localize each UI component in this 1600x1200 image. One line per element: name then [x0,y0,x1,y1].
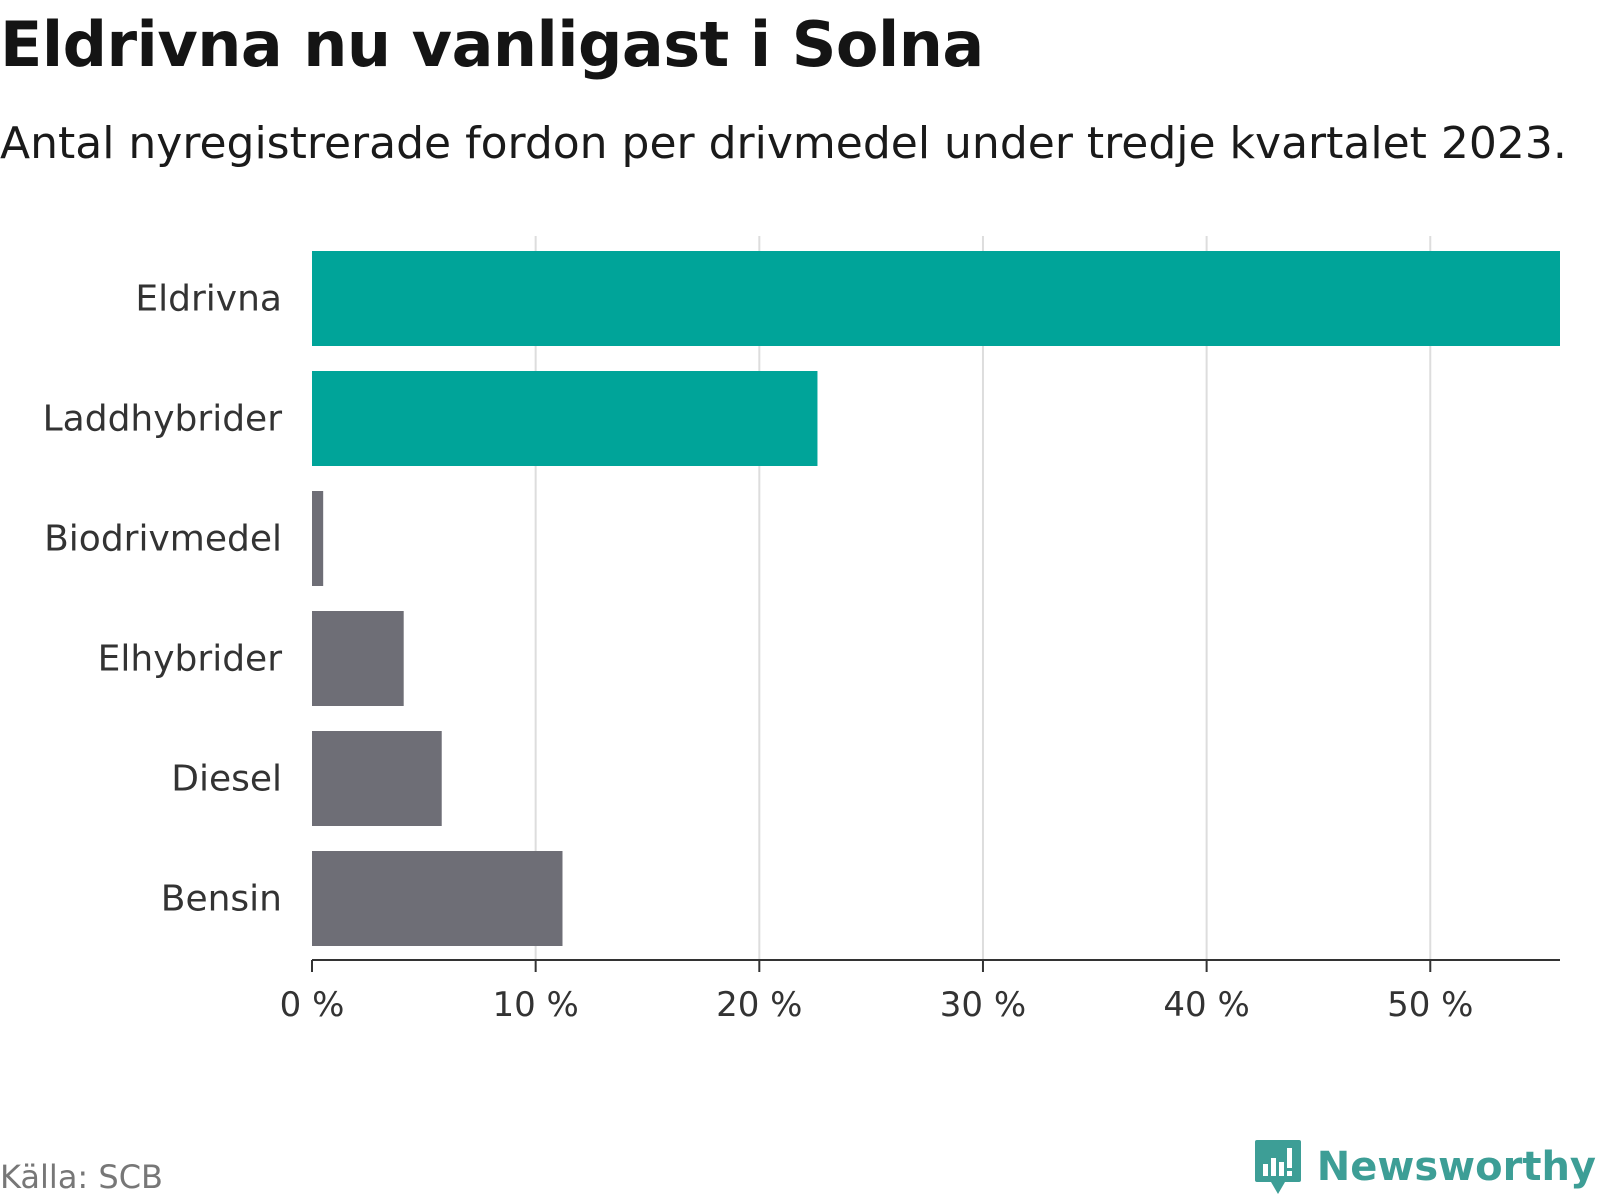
bar-elhybrider [312,611,404,706]
bars [312,251,1560,946]
x-tick-label: 10 % [492,985,578,1025]
newsworthy-logo-icon [1254,1140,1301,1194]
x-axis: 0 % 10 % 20 % 30 % 40 % 50 % [280,959,1560,1025]
bar-chart: Eldrivna Laddhybrider Biodrivmedel Elhybrid… [43,236,1560,1025]
category-label: Biodrivmedel [44,519,282,560]
chart-subtitle: Antal nyregistrerade fordon per drivmede… [0,118,1567,169]
bar-biodrivmedel [312,491,324,586]
category-labels: Eldrivna Laddhybrider Biodrivmedel Elhybrid… [43,279,283,920]
bar-diesel [312,731,442,826]
grid-lines [534,236,1432,960]
source-note: Källa: SCB [0,1158,163,1196]
category-label: Laddhybrider [43,399,283,440]
chart-title: Eldrivna nu vanligast i Solna [0,8,984,81]
bar-eldrivna [312,251,1560,346]
category-label: Bensin [161,879,282,920]
x-tick-label: 30 % [940,985,1026,1025]
x-tick-label: 40 % [1163,985,1249,1025]
brand-name: Newsworthy [1316,1144,1596,1190]
x-tick-label: 20 % [716,985,802,1025]
x-tick-label: 50 % [1387,985,1473,1025]
bar-bensin [312,851,563,946]
x-tick-label: 0 % [280,985,345,1025]
brand-logo: Newsworthy [1253,1138,1596,1196]
category-label: Eldrivna [135,279,282,320]
category-label: Elhybrider [98,639,283,680]
category-label: Diesel [171,759,282,800]
bar-laddhybrider [312,371,818,466]
